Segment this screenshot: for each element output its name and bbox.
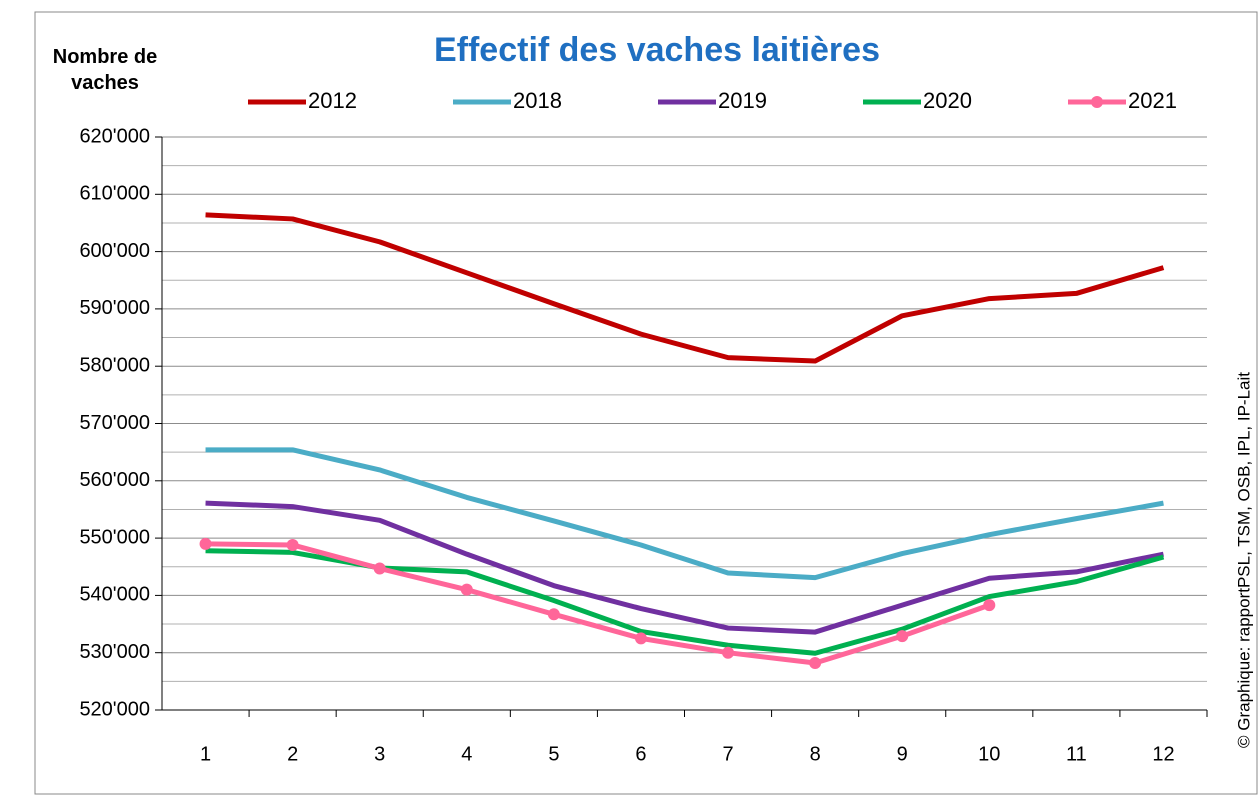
series-line xyxy=(205,541,991,666)
x-tick-label: 7 xyxy=(722,743,733,765)
legend-label: 2018 xyxy=(513,88,562,113)
legend-label: 2019 xyxy=(718,88,767,113)
series-marker xyxy=(199,537,212,550)
y-tick-label: 610'000 xyxy=(79,183,150,205)
y-tick-label: 570'000 xyxy=(79,412,150,434)
y-tick-label: 550'000 xyxy=(79,526,150,548)
legend-label: 2021 xyxy=(1128,88,1177,113)
y-axis-label-box: Nombre de vaches xyxy=(52,46,158,94)
x-tick-label: 10 xyxy=(978,743,1000,765)
series-marker xyxy=(809,657,822,670)
y-tick-label: 520'000 xyxy=(79,698,150,720)
x-tick-label: 11 xyxy=(1066,743,1087,765)
series-marker xyxy=(722,646,735,659)
series-marker xyxy=(896,630,909,643)
series-marker xyxy=(634,632,647,645)
y-tick-label: 530'000 xyxy=(79,641,150,663)
series-marker xyxy=(460,583,473,596)
x-tick-label: 9 xyxy=(897,743,908,765)
legend-label: 2020 xyxy=(923,88,972,113)
x-tick-label: 6 xyxy=(635,743,646,765)
y-tick-label: 580'000 xyxy=(79,354,150,376)
series-marker xyxy=(547,608,560,621)
x-tick-label: 8 xyxy=(810,743,821,765)
y-tick-label: 540'000 xyxy=(79,584,150,606)
x-tick-label: 4 xyxy=(461,743,472,765)
y-tick-label: 560'000 xyxy=(79,469,150,491)
series-line xyxy=(205,500,1164,635)
x-tick-label: 12 xyxy=(1152,743,1174,765)
y-tick-label: 620'000 xyxy=(79,125,150,147)
series-line xyxy=(205,212,1165,364)
series-marker xyxy=(373,562,386,575)
series-marker xyxy=(286,538,299,551)
chart-title: Effectif des vaches laitières xyxy=(434,31,880,69)
legend-marker xyxy=(1091,96,1103,108)
series-marker xyxy=(983,599,996,612)
y-axis-label: Nombre de vaches xyxy=(52,46,158,94)
x-tick-label: 3 xyxy=(374,743,385,765)
series-line xyxy=(205,447,1164,581)
y-tick-label: 590'000 xyxy=(79,297,150,319)
legend-label: 2012 xyxy=(308,88,357,113)
chart-frame xyxy=(34,11,1258,795)
x-tick-label: 1 xyxy=(200,743,211,765)
x-tick-label: 5 xyxy=(548,743,559,765)
source-note: © Graphique: rapportPSL, TSM, OSB, IPL, … xyxy=(1234,372,1253,748)
y-tick-label: 600'000 xyxy=(79,240,150,262)
x-tick-label: 2 xyxy=(287,743,298,765)
